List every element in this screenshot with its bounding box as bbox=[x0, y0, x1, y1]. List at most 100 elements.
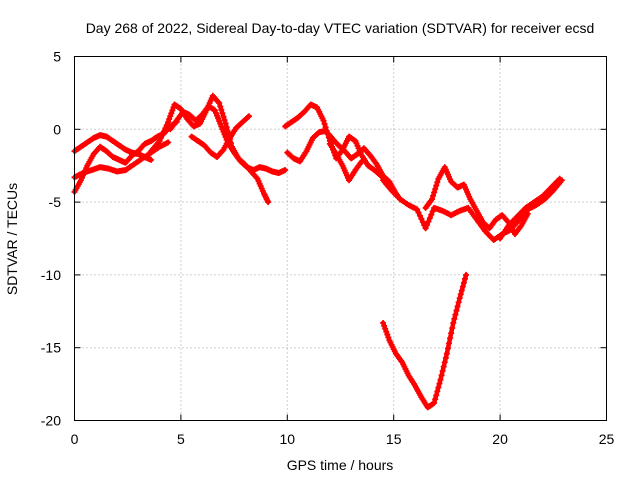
data-point bbox=[216, 100, 223, 107]
data-point bbox=[435, 384, 442, 391]
data-point bbox=[460, 279, 467, 286]
data-point bbox=[416, 212, 423, 219]
data-point bbox=[459, 283, 466, 290]
data-point bbox=[383, 328, 390, 335]
data-point bbox=[223, 124, 230, 131]
data-point bbox=[452, 311, 459, 318]
x-axis-title: GPS time / hours bbox=[287, 457, 394, 473]
data-point bbox=[169, 107, 176, 114]
data-point bbox=[439, 367, 446, 374]
data-point bbox=[429, 196, 436, 203]
satellite-track-9 bbox=[326, 140, 365, 184]
data-point bbox=[457, 291, 464, 298]
data-point bbox=[455, 299, 462, 306]
y-axis-title: SDTVAR / TECUs bbox=[4, 183, 20, 295]
data-point bbox=[433, 392, 440, 399]
data-point bbox=[446, 340, 453, 347]
data-point bbox=[434, 388, 441, 395]
data-point bbox=[217, 103, 224, 110]
data-point bbox=[156, 137, 163, 144]
data-point bbox=[454, 303, 461, 310]
data-point bbox=[463, 271, 470, 278]
data-point bbox=[163, 122, 170, 129]
data-point bbox=[442, 354, 449, 361]
data-point bbox=[433, 182, 440, 189]
satellite-track-12 bbox=[497, 175, 563, 242]
data-point bbox=[159, 131, 166, 138]
data-point bbox=[436, 380, 443, 387]
satellite-track-6 bbox=[188, 113, 252, 160]
satellite-track-11 bbox=[422, 164, 531, 238]
data-point bbox=[384, 331, 391, 338]
data-point bbox=[556, 175, 563, 182]
x-tick-label: 15 bbox=[386, 431, 402, 447]
data-point bbox=[450, 319, 457, 326]
data-point bbox=[451, 315, 458, 322]
data-point bbox=[458, 287, 465, 294]
data-point bbox=[425, 218, 432, 225]
x-tick-label: 5 bbox=[177, 431, 185, 447]
data-point bbox=[321, 120, 328, 127]
y-tick-label: -10 bbox=[41, 267, 61, 283]
y-tick-label: -20 bbox=[41, 413, 61, 429]
data-point bbox=[265, 199, 272, 206]
data-point bbox=[282, 167, 289, 174]
data-point bbox=[431, 400, 438, 407]
data-point bbox=[524, 210, 531, 217]
data-point bbox=[440, 363, 447, 370]
data-point bbox=[158, 134, 165, 141]
data-point bbox=[432, 396, 439, 403]
y-tick-label: -5 bbox=[49, 194, 62, 210]
data-point bbox=[165, 139, 172, 146]
data-point bbox=[320, 117, 327, 124]
data-point bbox=[381, 322, 388, 329]
tick-labels: 0 5 10 15 20 25 5 0 -5 -10 -15 -20 bbox=[41, 49, 615, 448]
data-point bbox=[426, 215, 433, 222]
chart-title: Day 268 of 2022, Sidereal Day-to-day VTE… bbox=[86, 20, 595, 36]
data-point bbox=[432, 185, 439, 192]
data-point bbox=[437, 376, 444, 383]
data-point bbox=[415, 209, 422, 216]
satellite-track-2 bbox=[71, 132, 155, 163]
data-point bbox=[414, 206, 421, 213]
data-point bbox=[448, 330, 455, 337]
data-point bbox=[244, 114, 251, 121]
x-tick-label: 20 bbox=[492, 431, 508, 447]
data-point bbox=[219, 110, 226, 117]
data-point bbox=[165, 119, 172, 126]
data-point bbox=[438, 372, 445, 379]
y-tick-label: -15 bbox=[41, 340, 61, 356]
data-point bbox=[434, 179, 441, 186]
data-point bbox=[220, 113, 227, 120]
data-point bbox=[221, 117, 228, 124]
plot-frame bbox=[74, 56, 607, 421]
data-point bbox=[428, 211, 435, 218]
data-point bbox=[245, 113, 252, 120]
y-tick-label: 0 bbox=[53, 121, 61, 137]
data-point bbox=[444, 345, 451, 352]
data-point bbox=[447, 335, 454, 342]
data-point bbox=[430, 192, 437, 199]
data-point bbox=[167, 113, 174, 120]
data-point bbox=[424, 221, 431, 228]
y-tick-label: 5 bbox=[53, 49, 61, 65]
data-point bbox=[166, 116, 173, 123]
data-point bbox=[429, 208, 436, 215]
data-point bbox=[449, 325, 456, 332]
data-point bbox=[443, 350, 450, 357]
data-point bbox=[385, 334, 392, 341]
data-point bbox=[382, 325, 389, 332]
data-point bbox=[456, 295, 463, 302]
satellite-track-13 bbox=[380, 271, 470, 411]
data-point bbox=[441, 359, 448, 366]
data-point bbox=[419, 218, 426, 225]
data-point bbox=[380, 319, 387, 326]
data-point bbox=[418, 215, 425, 222]
data-series bbox=[71, 92, 565, 411]
data-point bbox=[160, 128, 167, 135]
data-point bbox=[168, 110, 175, 117]
data-point bbox=[218, 106, 225, 113]
data-point bbox=[422, 225, 429, 232]
